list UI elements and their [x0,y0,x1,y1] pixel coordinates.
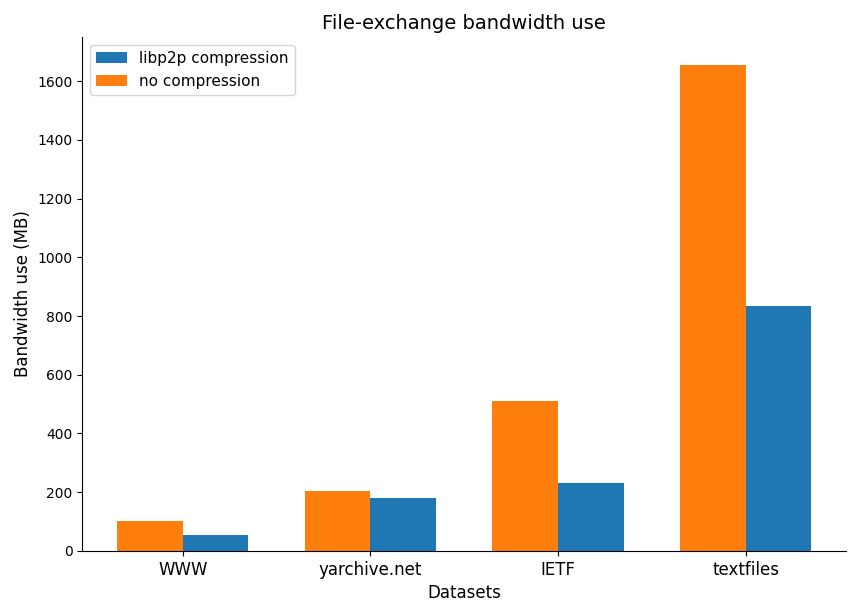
Bar [680,65,746,551]
Bar [304,491,371,551]
Bar [117,522,183,551]
Bar [746,306,811,551]
X-axis label: Datasets: Datasets [427,584,501,602]
Legend: libp2p compression, no compression: libp2p compression, no compression [90,45,295,95]
Bar [558,483,624,551]
Bar [371,498,436,551]
Bar [493,401,558,551]
Title: File-exchange bandwidth use: File-exchange bandwidth use [322,14,606,33]
Y-axis label: Bandwidth use (MB): Bandwidth use (MB) [14,211,32,378]
Bar [183,535,249,551]
